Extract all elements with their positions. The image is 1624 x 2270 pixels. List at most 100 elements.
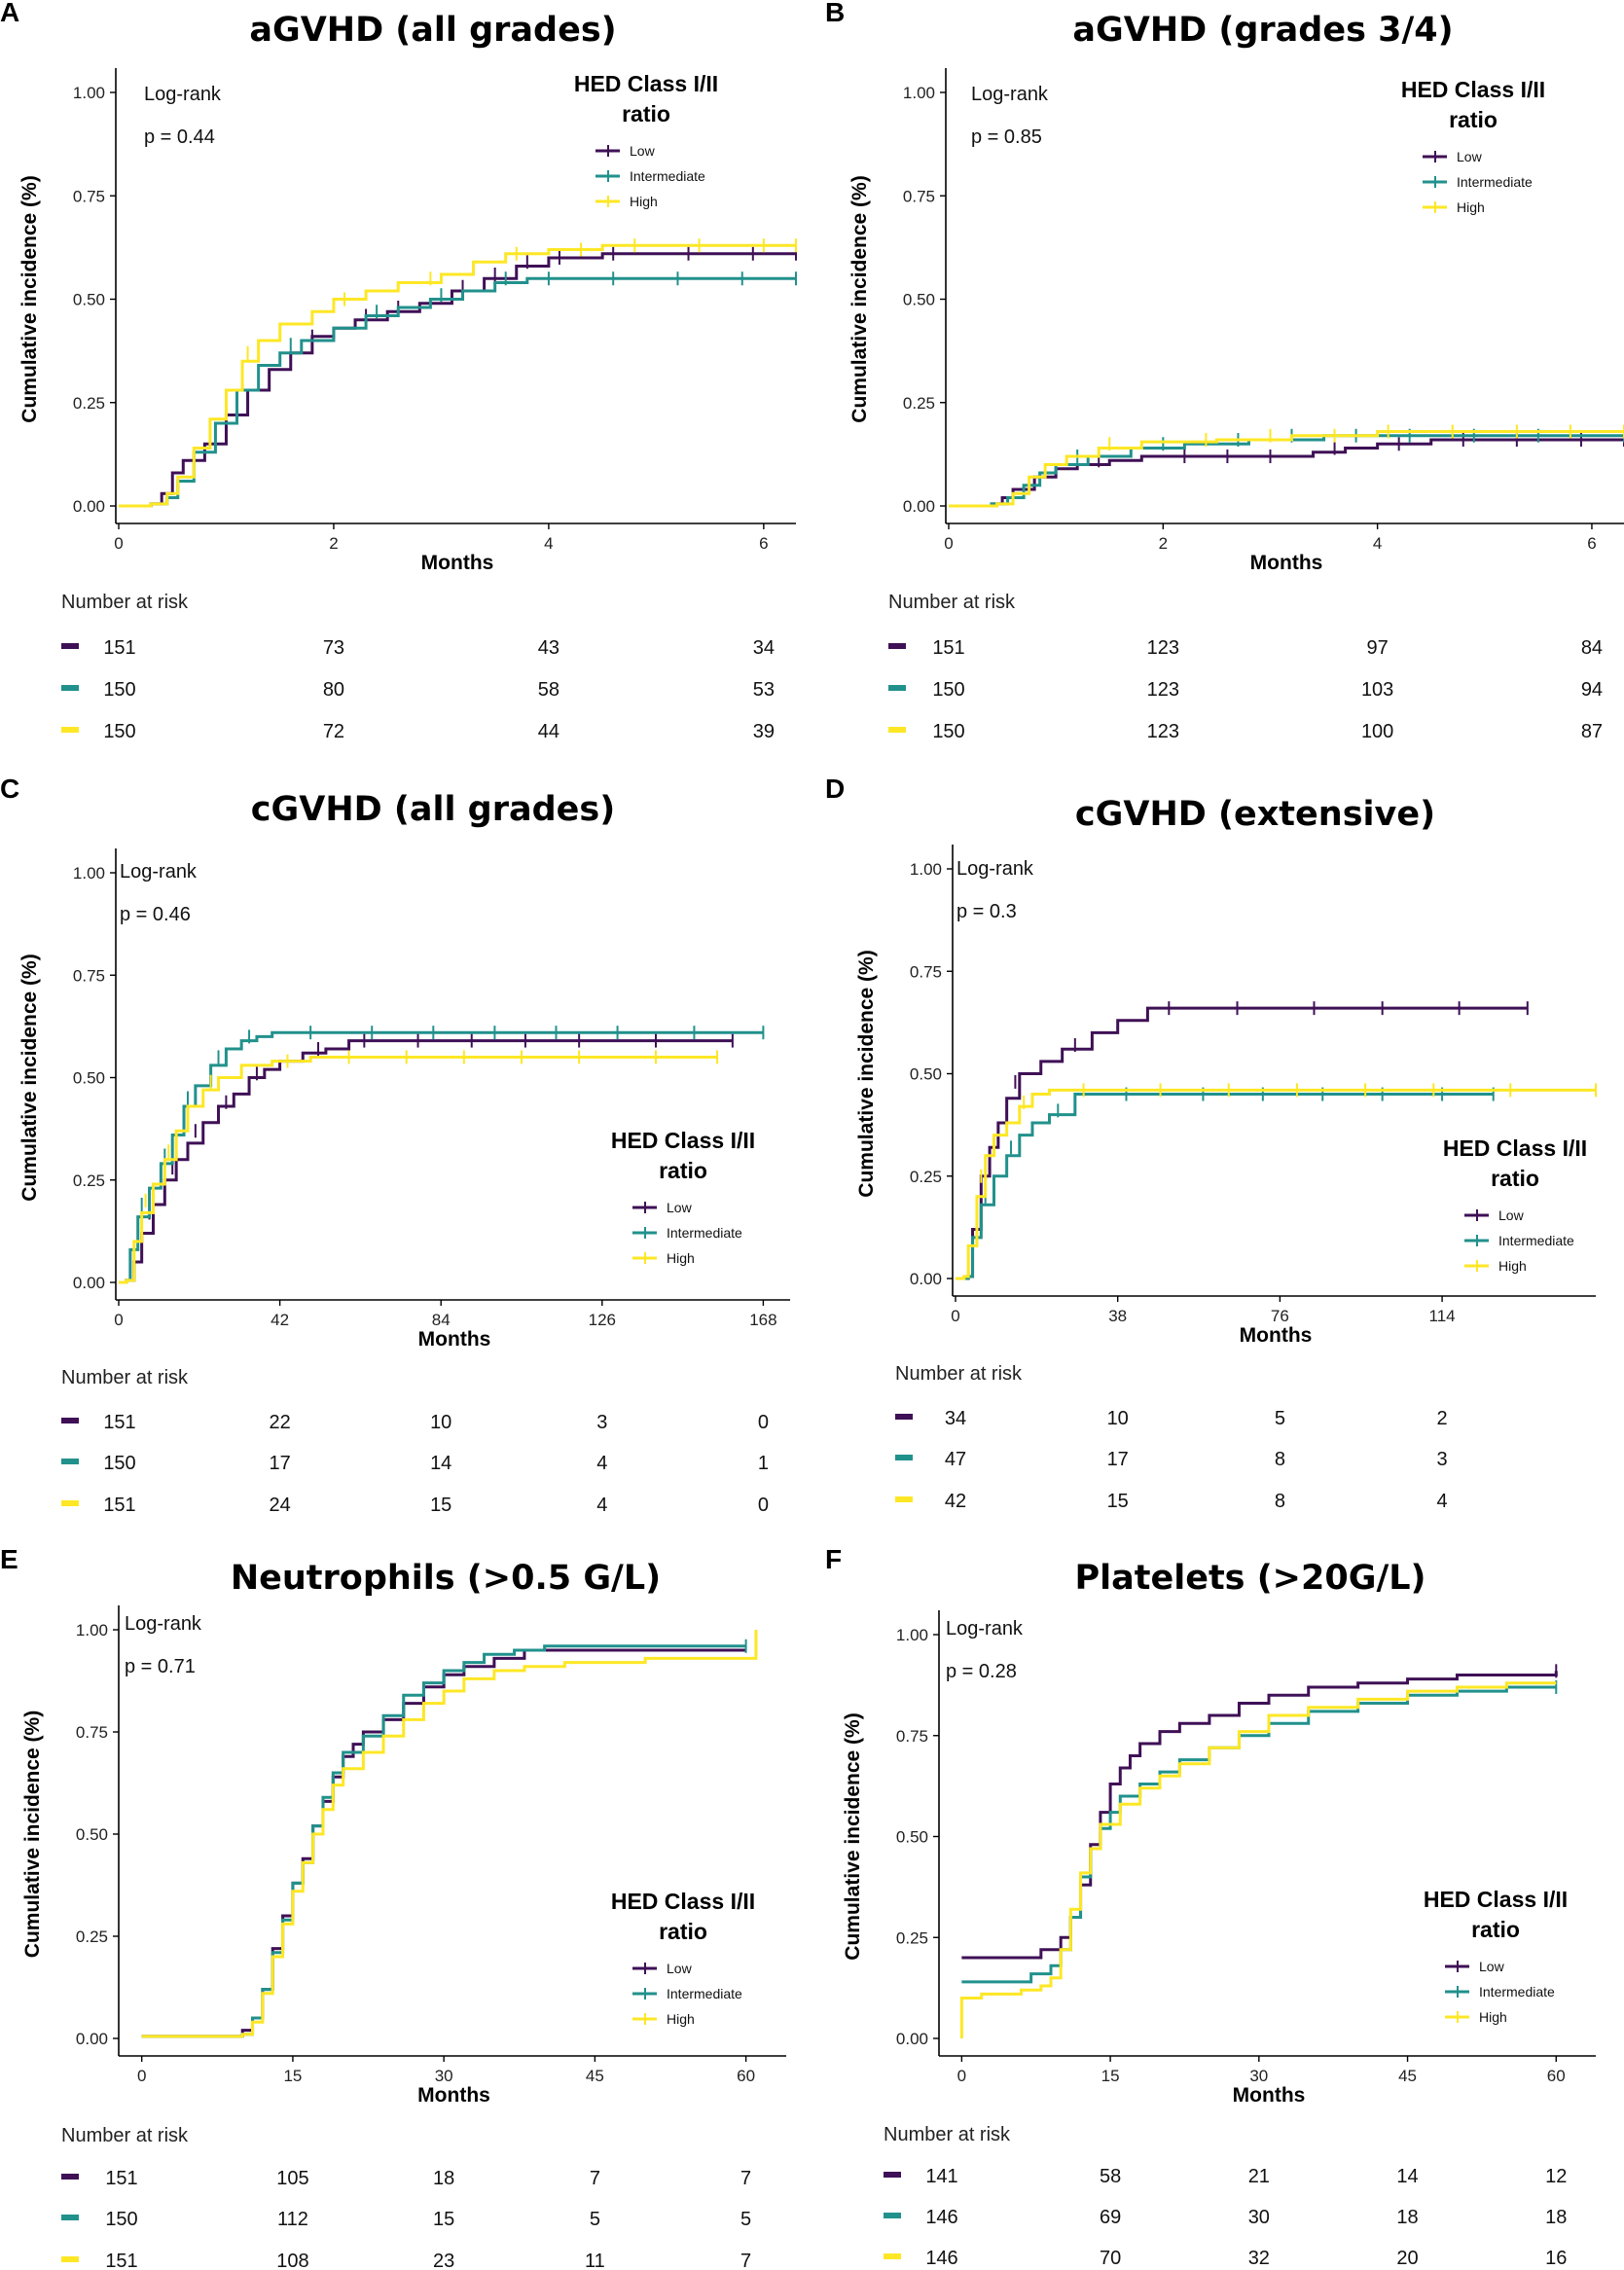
risk-count: 58 xyxy=(538,679,559,701)
legend-title: ratio xyxy=(1471,1917,1520,1942)
p-value: p = 0.3 xyxy=(956,901,1017,922)
y-tick-label: 0.75 xyxy=(910,962,942,981)
y-tick-label: 0.75 xyxy=(73,966,105,985)
x-axis-label: Months xyxy=(1240,1324,1313,1347)
y-tick-label: 1.00 xyxy=(903,84,935,102)
risk-count: 24 xyxy=(269,1495,290,1516)
legend-item-high: High xyxy=(630,194,658,209)
risk-count: 151 xyxy=(103,637,135,659)
x-tick-label: 76 xyxy=(1271,1307,1289,1325)
risk-row-swatch-low xyxy=(61,2174,79,2180)
risk-count: 17 xyxy=(1107,1449,1129,1470)
risk-row-swatch-high xyxy=(884,2253,901,2259)
legend-item-intermediate: Intermediate xyxy=(1457,174,1533,190)
x-tick-label: 126 xyxy=(589,1311,616,1329)
y-tick-label: 0.00 xyxy=(896,2030,928,2048)
risk-count: 7 xyxy=(740,2251,751,2270)
risk-count: 150 xyxy=(103,721,135,742)
legend-title: HED Class I/II xyxy=(1443,1135,1587,1161)
x-tick-label: 15 xyxy=(1101,2067,1120,2085)
p-value: p = 0.85 xyxy=(971,126,1042,148)
log-rank-label: Log-rank xyxy=(120,861,198,883)
risk-row-swatch-high xyxy=(61,1500,79,1506)
series-line-low xyxy=(119,1039,733,1284)
legend-title: HED Class I/II xyxy=(1401,77,1545,102)
legend-item-low: Low xyxy=(630,143,656,159)
risk-count: 22 xyxy=(269,1412,290,1433)
series-line-high xyxy=(949,430,1624,508)
y-tick-label: 0.00 xyxy=(910,1270,942,1288)
risk-count: 1 xyxy=(758,1453,769,1474)
legend-item-high: High xyxy=(667,1250,695,1266)
legend-item-low: Low xyxy=(1479,1959,1505,1974)
risk-count: 3 xyxy=(596,1412,607,1433)
risk-count: 18 xyxy=(433,2168,454,2189)
risk-count: 123 xyxy=(1147,637,1179,659)
risk-count: 151 xyxy=(105,2251,137,2270)
x-tick-label: 6 xyxy=(1587,534,1596,553)
risk-count: 84 xyxy=(1581,637,1603,659)
legend-item-low: Low xyxy=(1498,1207,1525,1223)
y-tick-label: 0.00 xyxy=(73,497,105,516)
risk-count: 150 xyxy=(103,1453,135,1474)
risk-count: 146 xyxy=(925,2207,957,2228)
p-value: p = 0.28 xyxy=(946,1661,1017,1682)
x-tick-label: 42 xyxy=(271,1311,289,1329)
y-tick-label: 0.25 xyxy=(76,1928,108,1946)
risk-row-swatch-low xyxy=(61,643,79,649)
series-line-intermediate xyxy=(956,1093,1494,1280)
panel-title: aGVHD (grades 3/4) xyxy=(1072,11,1453,50)
risk-count: 18 xyxy=(1396,2207,1418,2228)
legend-title: HED Class I/II xyxy=(574,71,718,96)
series-line-high xyxy=(959,1681,1557,2038)
risk-count: 150 xyxy=(932,721,964,742)
y-tick-label: 0.75 xyxy=(903,187,935,205)
risk-table-title: Number at risk xyxy=(895,1363,1023,1385)
legend-item-high: High xyxy=(1498,1258,1527,1274)
risk-count: 18 xyxy=(1545,2207,1567,2228)
risk-count: 0 xyxy=(758,1412,769,1433)
y-tick-label: 0.75 xyxy=(73,187,105,205)
series-line-low xyxy=(956,1006,1528,1280)
risk-row-swatch-low xyxy=(884,2172,901,2178)
risk-count: 97 xyxy=(1367,637,1389,659)
risk-count: 11 xyxy=(585,2251,605,2270)
y-tick-label: 1.00 xyxy=(910,860,942,879)
risk-count: 34 xyxy=(945,1408,966,1429)
risk-row-swatch-high xyxy=(61,727,79,733)
panel-letter: D xyxy=(825,774,845,804)
panel-letter: B xyxy=(825,0,845,27)
x-tick-label: 114 xyxy=(1429,1307,1456,1325)
legend-item-high: High xyxy=(667,2011,695,2027)
legend-title: HED Class I/II xyxy=(1424,1887,1568,1912)
risk-row-swatch-intermediate xyxy=(888,685,906,691)
log-rank-label: Log-rank xyxy=(946,1618,1024,1639)
x-tick-label: 30 xyxy=(435,2067,453,2085)
x-tick-label: 84 xyxy=(432,1311,451,1329)
y-tick-label: 1.00 xyxy=(896,1626,928,1644)
risk-count: 94 xyxy=(1581,679,1603,701)
risk-count: 73 xyxy=(323,637,344,659)
risk-count: 146 xyxy=(925,2248,957,2269)
x-tick-label: 45 xyxy=(586,2067,604,2085)
y-tick-label: 0.25 xyxy=(73,394,105,413)
risk-count: 150 xyxy=(105,2209,137,2230)
risk-count: 150 xyxy=(932,679,964,701)
legend-title: ratio xyxy=(659,1919,707,1944)
risk-count: 151 xyxy=(103,1495,135,1516)
panel-e: E Neutrophils (>0.5 G/L) 0.00 0.25 0.50 0.75 1… xyxy=(0,1544,786,2270)
y-tick-label: 0.50 xyxy=(903,291,935,309)
risk-count: 30 xyxy=(1248,2207,1270,2228)
y-tick-label: 0.75 xyxy=(896,1727,928,1746)
series-line-intermediate xyxy=(119,276,796,508)
x-axis-label: Months xyxy=(421,552,494,574)
risk-table-title: Number at risk xyxy=(884,2124,1011,2145)
legend-title: ratio xyxy=(1491,1166,1539,1191)
y-axis-label: Cumulative incidence (%) xyxy=(21,1711,44,1958)
risk-table-title: Number at risk xyxy=(888,592,1016,613)
log-rank-label: Log-rank xyxy=(971,84,1049,105)
risk-count: 108 xyxy=(276,2251,308,2270)
